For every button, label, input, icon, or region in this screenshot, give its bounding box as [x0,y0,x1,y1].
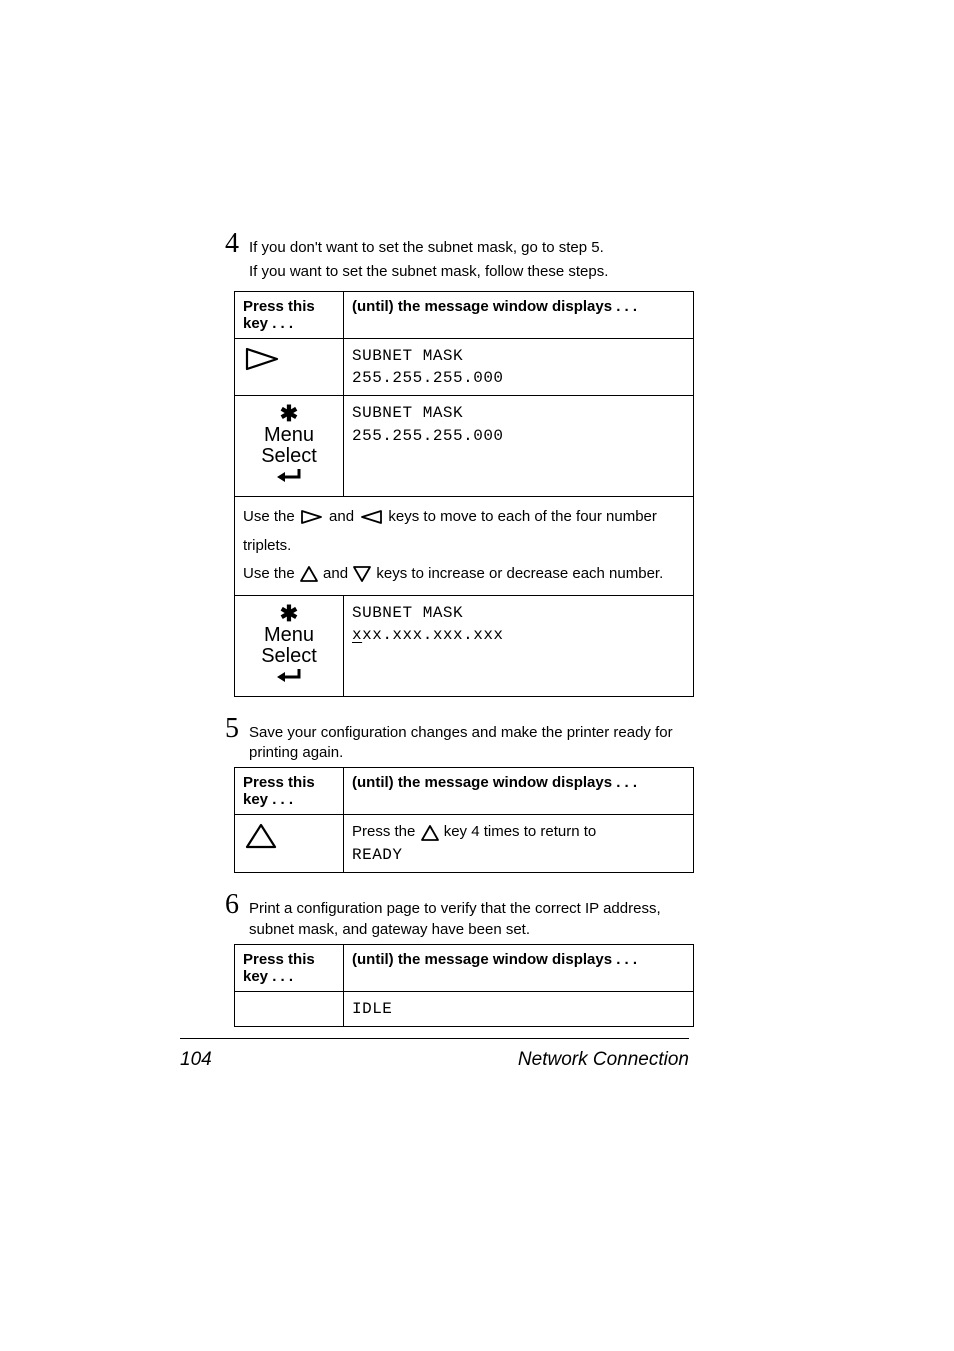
step-4-table: Press this key . . . (until) the message… [234,291,694,697]
step-5-table: Press this key . . . (until) the message… [234,767,694,873]
menu-label: Menu [264,425,314,446]
right-arrow-icon [299,508,325,526]
page-number: 104 [180,1049,212,1071]
instruction-line-2: Use the and keys to increase or decrease… [243,560,685,589]
star-icon: ✱ [280,402,298,425]
msg-cell: Press the key 4 times to return to READY [344,815,694,873]
subnet-value: 255.255.255.000 [352,367,685,389]
enter-icon [275,667,303,690]
table-header-row: Press this key . . . (until) the message… [235,944,694,991]
table-row: ✱ Menu Select SUBNET MASK xxx.xxx.xxx.xx… [235,595,694,696]
menu-select-block: ✱ Menu Select [243,402,335,490]
instruction-cell: Use the and keys to move to each of the … [235,497,694,596]
select-label: Select [261,646,317,667]
ready-text: READY [352,844,685,866]
up-arrow-icon [420,824,440,842]
msg-cell: SUBNET MASK 255.255.255.000 [344,338,694,396]
page-footer: 104 Network Connection [180,1038,689,1071]
step-4-subtext: If you want to set the subnet mask, foll… [249,262,689,282]
msg-cell: SUBNET MASK xxx.xxx.xxx.xxx [344,595,694,696]
rest-chars: xx.xxx.xxx.xxx [362,626,503,644]
table-row: ✱ Menu Select SUBNET MASK 255.255.255.00… [235,396,694,497]
instruction-line-1: Use the and keys to move to each of the … [243,503,685,560]
footer-title: Network Connection [518,1049,689,1071]
left-arrow-icon [358,508,384,526]
instr-text: Use the [243,565,299,582]
menu-select-key-cell: ✱ Menu Select [235,396,344,497]
up-arrow-key-cell [235,815,344,873]
subnet-label: SUBNET MASK [352,402,685,424]
table-row: IDLE [235,991,694,1026]
press-post: key 4 times to return to [444,823,597,840]
msg-cell: SUBNET MASK 255.255.255.000 [344,396,694,497]
idle-text: IDLE [352,998,685,1020]
menu-select-block: ✱ Menu Select [243,602,335,690]
subnet-label: SUBNET MASK [352,602,685,624]
instr-text: Use the [243,508,299,525]
step-number: 6 [225,891,243,919]
table-header-row: Press this key . . . (until) the message… [235,768,694,815]
star-icon: ✱ [280,602,298,625]
table-instruction-row: Use the and keys to move to each of the … [235,497,694,596]
instr-text: and [323,565,352,582]
step-6-table: Press this key . . . (until) the message… [234,944,694,1027]
step-6: 6 Print a configuration page to verify t… [225,891,689,940]
step-text: If you don't want to set the subnet mask… [249,230,604,258]
empty-key-cell [235,991,344,1026]
subnet-placeholder: xxx.xxx.xxx.xxx [352,624,685,646]
step-4: 4 If you don't want to set the subnet ma… [225,230,689,258]
header-key: Press this key . . . [235,291,344,338]
right-arrow-icon [243,345,283,373]
up-arrow-icon [243,821,279,851]
step-number: 5 [225,715,243,743]
press-instruction: Press the key 4 times to return to [352,821,685,844]
step-text: Print a configuration page to verify tha… [249,891,689,940]
header-key: Press this key . . . [235,768,344,815]
header-msg: (until) the message window displays . . … [344,291,694,338]
document-page: 4 If you don't want to set the subnet ma… [0,0,954,1351]
subnet-label: SUBNET MASK [352,345,685,367]
step-text: Save your configuration changes and make… [249,715,689,764]
up-arrow-icon [299,565,319,583]
press-pre: Press the [352,823,420,840]
table-row: SUBNET MASK 255.255.255.000 [235,338,694,396]
table-row: Press the key 4 times to return to READY [235,815,694,873]
instr-text: and [329,508,358,525]
subnet-value: 255.255.255.000 [352,425,685,447]
menu-label: Menu [264,625,314,646]
header-msg: (until) the message window displays . . … [344,944,694,991]
underlined-char: x [352,626,362,644]
step-number: 4 [225,230,243,258]
header-msg: (until) the message window displays . . … [344,768,694,815]
select-label: Select [261,446,317,467]
instr-text: keys to increase or decrease each number… [376,565,663,582]
step-5: 5 Save your configuration changes and ma… [225,715,689,764]
table-header-row: Press this key . . . (until) the message… [235,291,694,338]
msg-cell: IDLE [344,991,694,1026]
down-arrow-icon [352,565,372,583]
header-key: Press this key . . . [235,944,344,991]
right-arrow-key-cell [235,338,344,396]
menu-select-key-cell: ✱ Menu Select [235,595,344,696]
enter-icon [275,467,303,490]
